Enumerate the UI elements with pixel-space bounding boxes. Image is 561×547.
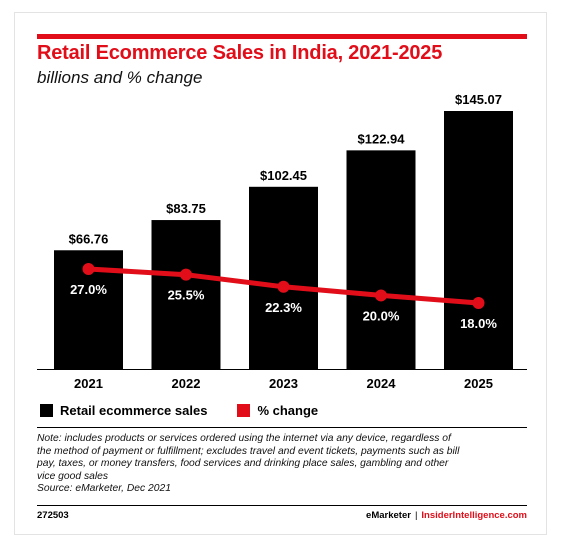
change-point-2023 — [277, 280, 290, 293]
footer-divider — [37, 505, 527, 506]
bar-value-label-2025: $145.07 — [455, 92, 502, 107]
title-accent-bar — [37, 34, 527, 39]
bar-value-label-2024: $122.94 — [358, 131, 406, 146]
brand-separator: | — [414, 510, 418, 521]
chart-plot: $66.76 2021 $83.75 2022 $102.45 2023 $122.94 20… — [37, 92, 527, 391]
legend-swatch-sales — [40, 403, 53, 417]
x-tick-label-2024: 2024 — [367, 376, 397, 391]
brand-emarketer: eMarketer — [366, 510, 411, 521]
change-point-2024 — [375, 289, 387, 302]
x-tick-label-2021: 2021 — [74, 376, 103, 391]
x-tick-label-2022: 2022 — [172, 376, 201, 391]
chart-note: Note: includes products or services orde… — [37, 433, 527, 496]
legend-item-change: % change — [237, 403, 318, 418]
chart-title: Retail Ecommerce Sales in India, 2021-20… — [37, 42, 443, 64]
bar-value-label-2022: $83.75 — [166, 201, 206, 216]
x-tick-label-2025: 2025 — [464, 376, 493, 391]
brand-insiderintelligence-link[interactable]: InsiderIntelligence.com — [421, 510, 527, 521]
note-line: Note: includes products or services orde… — [37, 433, 451, 444]
legend: Retail ecommerce sales % change — [40, 402, 348, 418]
bar-value-label-2023: $102.45 — [260, 168, 307, 183]
change-label-2023: 22.3% — [265, 300, 302, 315]
bar-value-label-2021: $66.76 — [69, 231, 109, 246]
change-label-2025: 18.0% — [460, 316, 497, 331]
note-line: vice good sales — [37, 470, 108, 482]
footer-brand: eMarketer | InsiderIntelligence.com — [366, 510, 527, 521]
legend-item-sales: Retail ecommerce sales — [40, 403, 207, 418]
bar-2023 — [249, 186, 318, 369]
legend-swatch-change — [237, 403, 251, 417]
change-label-2022: 25.5% — [168, 288, 205, 303]
legend-label-sales: Retail ecommerce sales — [60, 402, 208, 418]
chart-id: 272503 — [37, 510, 69, 521]
change-point-2022 — [180, 268, 192, 281]
chart-source: Source: eMarketer, Dec 2021 — [37, 483, 171, 494]
chart-subtitle: billions and % change — [37, 68, 203, 87]
bar-2022 — [151, 220, 221, 369]
note-line: the method of payment or fulfillment; ex… — [37, 445, 460, 457]
legend-label-change: % change — [257, 402, 319, 418]
divider — [37, 427, 527, 428]
change-point-2021 — [82, 263, 95, 275]
bar-2025 — [444, 111, 513, 369]
x-tick-label-2023: 2023 — [269, 376, 298, 391]
change-point-2025 — [472, 297, 485, 309]
note-line: pay, taxes, or money transfers, food ser… — [37, 458, 449, 469]
change-label-2024: 20.0% — [363, 308, 400, 323]
change-label-2021: 27.0% — [70, 282, 107, 297]
bar-2024 — [346, 150, 416, 369]
